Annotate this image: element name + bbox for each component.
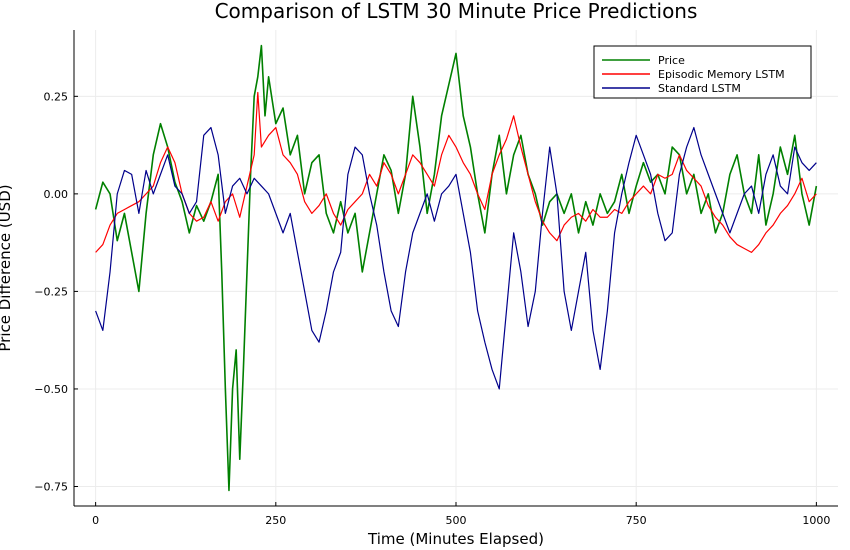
series-line-episodic-memory-lstm: [95, 91, 817, 253]
chart-title: Comparison of LSTM 30 Minute Price Predi…: [215, 0, 698, 23]
legend-label: Standard LSTM: [658, 82, 741, 95]
legend-label: Episodic Memory LSTM: [658, 68, 785, 81]
y-tick-label: 0.25: [44, 90, 69, 103]
legend-box: [593, 45, 812, 99]
x-tick-label: 250: [265, 514, 286, 527]
series-layer: [94, 44, 818, 492]
x-tick-label: 1000: [802, 514, 830, 527]
y-axis-title: Price Difference (USD): [0, 184, 14, 351]
x-axis-title: Time (Minutes Elapsed): [367, 530, 544, 548]
x-axis-ticks: 0 250 500 750 1000: [92, 502, 830, 527]
y-tick-label: −0.50: [34, 383, 68, 396]
y-axis-ticks: 0.25 0.00 −0.25 −0.50 −0.75: [34, 90, 78, 493]
series-line-price: [94, 44, 818, 492]
series-line-standard-lstm: [95, 126, 817, 390]
y-tick-label: −0.75: [34, 480, 68, 493]
grid-lines: [74, 30, 838, 506]
x-tick-label: 500: [446, 514, 467, 527]
legend-label: Price: [658, 54, 685, 67]
y-tick-label: 0.00: [44, 188, 69, 201]
y-tick-label: −0.25: [34, 285, 68, 298]
x-tick-label: 0: [92, 514, 99, 527]
x-tick-label: 750: [626, 514, 647, 527]
